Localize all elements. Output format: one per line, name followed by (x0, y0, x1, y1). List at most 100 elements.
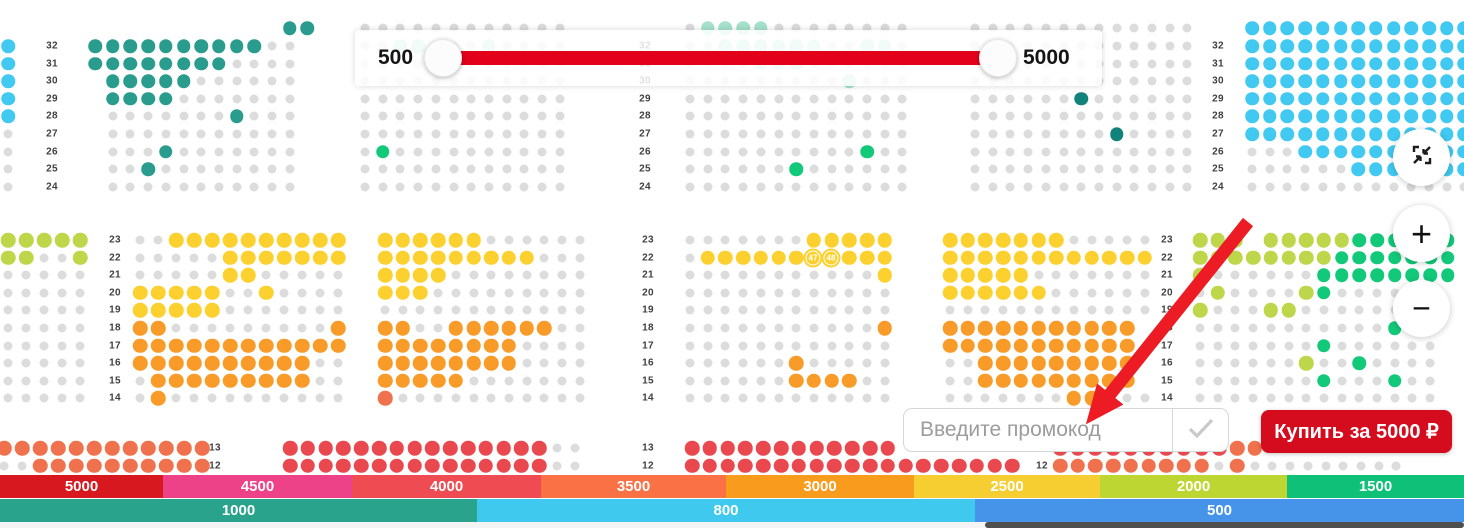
seat-yellow-2500[interactable] (413, 285, 428, 301)
seat-lime-2000[interactable] (1298, 232, 1314, 248)
seat-orange-3000[interactable] (150, 320, 166, 336)
seat-red-4000[interactable] (282, 440, 298, 456)
seat-cyan-800[interactable] (1457, 74, 1464, 88)
seat-orange-3000[interactable] (222, 338, 238, 353)
seat-cyan-800[interactable] (1457, 127, 1464, 141)
seat-cyan-800[interactable] (1262, 21, 1277, 36)
seat-cyan-800[interactable] (1404, 21, 1419, 36)
seat-cyan-800[interactable] (1280, 39, 1295, 53)
seat-coral-3500[interactable] (50, 440, 66, 456)
seat-coral-3500[interactable] (68, 440, 84, 456)
seat-orange-3000[interactable] (276, 373, 292, 389)
seat-orange-3000[interactable] (294, 355, 310, 371)
seat-orange-3000[interactable] (978, 320, 993, 336)
seat-lime-2000[interactable] (1298, 285, 1314, 301)
seat-yellow-2500[interactable] (413, 232, 428, 248)
seat-teal-1000[interactable] (123, 56, 138, 71)
seat-red-4000[interactable] (371, 458, 387, 473)
seat-coral-3500[interactable] (1141, 458, 1156, 473)
seat-green-1500[interactable] (1352, 356, 1367, 370)
seat-red-4000[interactable] (862, 458, 878, 473)
seat-cyan-800[interactable] (1262, 74, 1277, 88)
seat-orange-3000[interactable] (1084, 338, 1099, 353)
seat-cyan-800[interactable] (1, 92, 15, 106)
promo-apply-button[interactable] (1172, 409, 1228, 451)
seat-red-4000[interactable] (460, 458, 476, 473)
seat-cyan-800[interactable] (1280, 109, 1295, 124)
seat-yellow-2500[interactable] (276, 232, 292, 248)
seat-orange-3000[interactable] (222, 373, 238, 389)
legend-price-2500[interactable]: 2500 (914, 475, 1100, 498)
seat-cyan-800[interactable] (1245, 109, 1259, 124)
seat-green-1500[interactable] (1405, 268, 1420, 282)
seat-red-4000[interactable] (827, 440, 842, 456)
seat-teal-1000[interactable] (194, 56, 208, 71)
seat-orange-3000[interactable] (395, 355, 410, 371)
seat-orange-3000[interactable] (537, 320, 552, 336)
seat-coral-3500[interactable] (158, 440, 174, 456)
seat-yellow-2500[interactable] (240, 232, 256, 248)
seat-yellow-2500[interactable] (1031, 250, 1046, 265)
seat-green-1500[interactable] (1441, 250, 1455, 265)
seat-orange-3000[interactable] (1119, 373, 1135, 389)
seat-green-1500[interactable] (1334, 268, 1349, 282)
seat-orange-3000[interactable] (448, 338, 464, 353)
seat-orange-3000[interactable] (204, 355, 220, 371)
seat-red-4000[interactable] (460, 440, 476, 456)
seat-orange-3000[interactable] (204, 373, 220, 389)
seat-coral-3500[interactable] (1123, 458, 1139, 473)
seat-cyan-800[interactable] (1439, 109, 1454, 124)
seat-cyan-800[interactable] (1280, 56, 1295, 71)
seat-lime-2000[interactable] (1263, 232, 1279, 248)
seat-teal-1000[interactable] (105, 74, 120, 88)
seat-teal-1000[interactable] (141, 56, 155, 71)
seat-orange-3000[interactable] (1084, 355, 1099, 371)
seat-orange-3000[interactable] (1066, 391, 1082, 406)
seat-cyan-800[interactable] (1245, 74, 1259, 88)
seat-red-4000[interactable] (531, 458, 547, 473)
seat-cyan-800[interactable] (1316, 127, 1330, 141)
seat-coral-3500[interactable] (0, 440, 12, 456)
seat-green-1500[interactable] (1352, 250, 1367, 265)
seat-coral-3500[interactable] (50, 458, 66, 473)
seat-cyan-800[interactable] (1245, 127, 1259, 141)
seat-orange-3000[interactable] (942, 338, 958, 353)
seat-yellow-2500[interactable] (240, 250, 256, 265)
seat-orange-3000[interactable] (960, 338, 975, 353)
seat-yellow-2500[interactable] (1102, 250, 1117, 265)
seat-red-4000[interactable] (336, 458, 351, 473)
seat-yellow-2500[interactable] (258, 250, 274, 265)
seat-lime-2000[interactable] (1263, 303, 1279, 318)
seat-coral-3500[interactable] (1158, 458, 1174, 473)
seat-cyan-800[interactable] (1422, 109, 1436, 124)
seat-cyan-800[interactable] (1, 56, 15, 71)
seat-red-4000[interactable] (496, 440, 511, 456)
seat-coral-3500[interactable] (194, 440, 210, 456)
seat-cyan-800[interactable] (1404, 74, 1419, 88)
seat-teal-1000[interactable] (123, 74, 138, 88)
seat-green-1500[interactable] (1370, 250, 1384, 265)
seat-orange-3000[interactable] (995, 373, 1011, 389)
seat-orange-3000[interactable] (186, 338, 202, 353)
seat-yellow-2500[interactable] (168, 303, 184, 318)
seat-teal-1000[interactable] (88, 39, 102, 53)
seat-cyan-800[interactable] (1351, 162, 1365, 176)
seat-yellow-2500[interactable] (1013, 250, 1029, 265)
seat-yellow-2500[interactable] (1119, 250, 1135, 265)
seat-orange-3000[interactable] (942, 320, 958, 336)
seat-cyan-800[interactable] (1280, 92, 1295, 106)
seat-cyan-800[interactable] (1316, 109, 1330, 124)
seat-red-4000[interactable] (791, 440, 807, 456)
seat-orange-3000[interactable] (1031, 320, 1046, 336)
seat-coral-3500[interactable] (122, 458, 138, 473)
seat-yellow-2500[interactable] (788, 250, 804, 265)
seat-teal-1000[interactable] (176, 39, 191, 53)
seat-cyan-800[interactable] (1333, 21, 1348, 36)
seat-orange-3000[interactable] (501, 320, 517, 336)
seat-yellow-2500[interactable] (824, 232, 839, 248)
seat-lime-2000[interactable] (1210, 250, 1225, 265)
seat-yellow-2500[interactable] (771, 250, 786, 265)
seat-orange-3000[interactable] (186, 373, 202, 389)
seat-yellow-2500[interactable] (978, 250, 993, 265)
promo-code-input[interactable] (904, 409, 1172, 451)
